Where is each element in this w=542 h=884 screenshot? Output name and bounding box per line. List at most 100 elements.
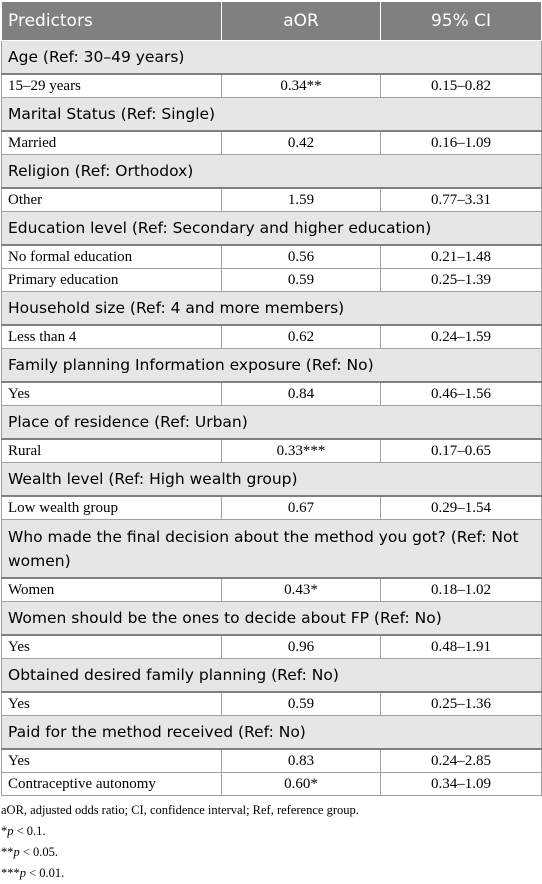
aor-cell: 0.42 [221,130,381,155]
aor-cell: 0.34** [221,73,381,98]
group-header-row: Paid for the method received (Ref: No) [1,715,542,750]
table-row: Rural 0.33*** 0.17–0.65 [1,438,542,463]
table-row: Women 0.43* 0.18–1.02 [1,577,542,602]
table-row: No formal education 0.56 0.21–1.48 [1,244,542,269]
group-header-row: Family planning Information exposure (Re… [1,348,542,383]
group-label: Who made the final decision about the me… [1,519,542,579]
footnote-marker: * [1,824,8,838]
ci-cell: 0.48–1.91 [380,634,542,659]
aor-cell: 0.33*** [221,438,381,463]
ci-cell: 0.77–3.31 [380,187,542,212]
table-row: Yes 0.83 0.24–2.85 [1,748,542,773]
group-header-row: Religion (Ref: Orthodox) [1,154,542,189]
table-row: Primary education 0.59 0.25–1.39 [1,268,542,292]
table-row: 15–29 years 0.34** 0.15–0.82 [1,73,542,98]
footnote-symbol: p [7,824,14,838]
footnote: ***p < 0.01. [1,863,541,884]
ci-cell: 0.24–2.85 [380,748,542,773]
footnote: *p < 0.1. [1,821,541,842]
table-header: Predictors aOR 95% CI [1,1,542,41]
predictor-cell: Primary education [1,268,222,292]
ci-cell: 0.25–1.36 [380,691,542,716]
group-header-row: Who made the final decision about the me… [1,519,542,579]
footnote-marker: *** [1,866,20,880]
group-label: Women should be the ones to decide about… [1,601,542,636]
predictor-cell: Yes [1,634,222,659]
group-label: Age (Ref: 30–49 years) [1,40,542,75]
table-row: Contraceptive autonomy 0.60* 0.34–1.09 [1,772,542,796]
odds-ratio-table: Predictors aOR 95% CI Age (Ref: 30–49 ye… [1,1,542,796]
table-row: Married 0.42 0.16–1.09 [1,130,542,155]
aor-cell: 0.62 [221,324,381,349]
aor-cell: 0.59 [221,691,381,716]
predictor-cell: Other [1,187,222,212]
predictor-cell: Low wealth group [1,495,222,520]
predictor-cell: Women [1,577,222,602]
ci-cell: 0.15–0.82 [380,73,542,98]
group-header-row: Age (Ref: 30–49 years) [1,40,542,75]
predictor-cell: Yes [1,381,222,406]
footnotes: *p < 0.1. **p < 0.05. ***p < 0.01. [1,821,541,884]
abbreviations-note: aOR, adjusted odds ratio; CI, confidence… [1,803,359,817]
group-header-row: Wealth level (Ref: High wealth group) [1,462,542,497]
header-predictors: Predictors [1,1,222,41]
aor-cell: 0.67 [221,495,381,520]
aor-cell: 1.59 [221,187,381,212]
table-row: Yes 0.84 0.46–1.56 [1,381,542,406]
ci-cell: 0.29–1.54 [380,495,542,520]
group-label: Family planning Information exposure (Re… [1,348,542,383]
table-body: Age (Ref: 30–49 years) 15–29 years 0.34** 0… [1,40,542,796]
predictor-cell: Contraceptive autonomy [1,772,222,796]
predictor-cell: Less than 4 [1,324,222,349]
header-aor: aOR [221,1,381,41]
group-header-row: Education level (Ref: Secondary and high… [1,211,542,246]
aor-cell: 0.83 [221,748,381,773]
footnote-marker: ** [1,845,14,859]
aor-cell: 0.56 [221,244,381,269]
table-notes: aOR, adjusted odds ratio; CI, confidence… [1,800,541,884]
header-ci: 95% CI [380,1,542,41]
predictor-cell: Rural [1,438,222,463]
group-label: Obtained desired family planning (Ref: N… [1,658,542,693]
ci-cell: 0.46–1.56 [380,381,542,406]
group-label: Religion (Ref: Orthodox) [1,154,542,189]
predictor-cell: Married [1,130,222,155]
ci-cell: 0.17–0.65 [380,438,542,463]
footnote-text: < 0.01. [26,866,65,880]
footnote-text: < 0.1. [13,824,46,838]
table-row: Yes 0.59 0.25–1.36 [1,691,542,716]
aor-cell: 0.43* [221,577,381,602]
ci-cell: 0.25–1.39 [380,268,542,292]
group-label: Wealth level (Ref: High wealth group) [1,462,542,497]
predictor-cell: 15–29 years [1,73,222,98]
group-label: Place of residence (Ref: Urban) [1,405,542,440]
ci-cell: 0.16–1.09 [380,130,542,155]
footnote-symbol: p [19,866,26,880]
aor-cell: 0.59 [221,268,381,292]
group-header-row: Marital Status (Ref: Single) [1,97,542,132]
group-header-row: Obtained desired family planning (Ref: N… [1,658,542,693]
group-header-row: Place of residence (Ref: Urban) [1,405,542,440]
ci-cell: 0.34–1.09 [380,772,542,796]
group-label: Education level (Ref: Secondary and high… [1,211,542,246]
table-row: Other 1.59 0.77–3.31 [1,187,542,212]
ci-cell: 0.18–1.02 [380,577,542,602]
table-row: Less than 4 0.62 0.24–1.59 [1,324,542,349]
group-header-row: Household size (Ref: 4 and more members) [1,291,542,326]
table-row: Low wealth group 0.67 0.29–1.54 [1,495,542,520]
group-label: Paid for the method received (Ref: No) [1,715,542,750]
predictor-cell: No formal education [1,244,222,269]
footnote-text: < 0.05. [19,845,59,859]
aor-cell: 0.60* [221,772,381,796]
predictor-cell: Yes [1,691,222,716]
group-label: Household size (Ref: 4 and more members) [1,291,542,326]
aor-cell: 0.84 [221,381,381,406]
ci-cell: 0.21–1.48 [380,244,542,269]
footnote-symbol: p [13,845,20,859]
table-row: Yes 0.96 0.48–1.91 [1,634,542,659]
group-header-row: Women should be the ones to decide about… [1,601,542,636]
footnote: **p < 0.05. [1,842,541,863]
ci-cell: 0.24–1.59 [380,324,542,349]
predictor-cell: Yes [1,748,222,773]
group-label: Marital Status (Ref: Single) [1,97,542,132]
